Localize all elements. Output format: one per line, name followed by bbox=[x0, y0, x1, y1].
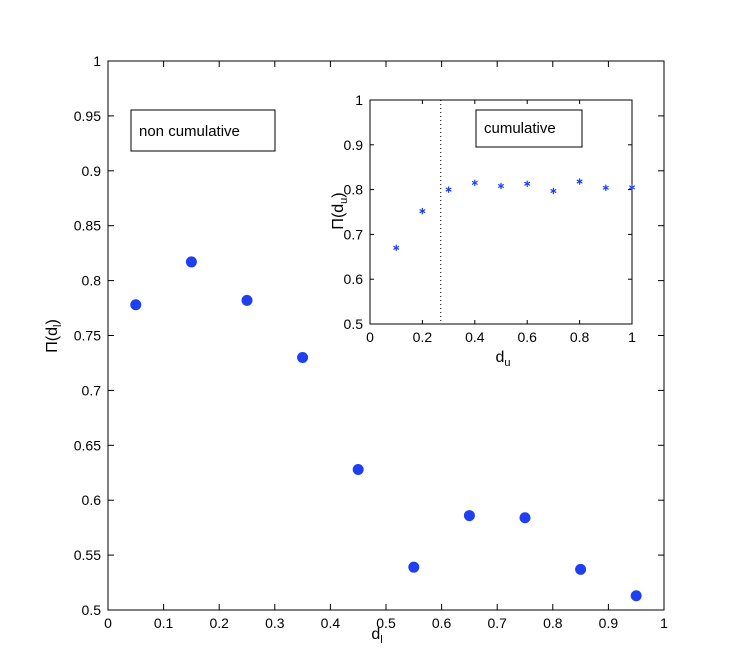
inset-data-point bbox=[471, 179, 478, 187]
inset-data-point bbox=[576, 178, 583, 185]
main-points bbox=[130, 256, 642, 602]
main-y-tick-label: 1 bbox=[93, 53, 101, 69]
main-x-tick-label: 0.1 bbox=[154, 615, 174, 631]
main-x-tick-label: 0.2 bbox=[209, 615, 229, 631]
main-x-tick-label: 0.9 bbox=[599, 615, 619, 631]
main-y-axis-label: Π(dl) bbox=[44, 319, 64, 353]
inset-y-tick-label: 0.8 bbox=[344, 182, 364, 198]
main-y-tick-label: 0.8 bbox=[82, 273, 102, 289]
inset-y-tick-label: 0.6 bbox=[344, 271, 364, 287]
inset-annotation-box bbox=[475, 109, 583, 148]
main-y-tick-label: 0.5 bbox=[82, 602, 102, 618]
main-x-tick-label: 0.4 bbox=[321, 615, 341, 631]
main-y-tick-label: 0.7 bbox=[82, 382, 102, 398]
main-x-tick-label: 1 bbox=[660, 615, 668, 631]
inset-x-tick-label: 0.6 bbox=[517, 329, 537, 345]
inset-x-tick-label: 0.8 bbox=[570, 329, 590, 345]
inset-x-tick-label: 0.4 bbox=[465, 329, 485, 345]
main-data-point bbox=[297, 351, 309, 363]
main-y-tick-label: 0.85 bbox=[74, 218, 101, 234]
main-x-tick-label: 0 bbox=[104, 615, 112, 631]
inset-data-point bbox=[550, 187, 557, 195]
main-y-tick-label: 0.9 bbox=[82, 163, 102, 179]
main-x-tick-label: 0.3 bbox=[265, 615, 285, 631]
main-y-tick-label: 0.75 bbox=[74, 328, 101, 344]
inset-points bbox=[393, 178, 636, 252]
inset-y-tick-label: 1 bbox=[355, 92, 363, 108]
main-y-tick-label: 0.95 bbox=[74, 108, 101, 124]
main-data-point bbox=[408, 561, 420, 573]
inset-data-point bbox=[393, 244, 400, 252]
main-x-tick-label: 0.7 bbox=[487, 615, 507, 631]
inset-ticks: 0 0.2 0.4 0.6 0.8 1 0.5 0.6 0.7 0.8 0.9 1 bbox=[344, 92, 637, 345]
inset-x-tick-label: 0 bbox=[366, 329, 374, 345]
main-data-point bbox=[185, 256, 197, 268]
main-ticks: 0 0.1 0.2 0.3 0.4 0.5 0.6 0.7 0.8 0.9 10.50.550.60… bbox=[74, 53, 668, 631]
main-x-tick-label: 0.8 bbox=[543, 615, 563, 631]
main-x-tick-label: 0.5 bbox=[376, 615, 396, 631]
main-annotation-box bbox=[130, 109, 276, 152]
main-data-point bbox=[575, 563, 587, 575]
inset-data-point bbox=[628, 184, 636, 191]
main-x-axis-label: dl bbox=[371, 626, 382, 646]
main-y-tick-label: 0.6 bbox=[82, 492, 102, 508]
main-x-tick-label: 0.6 bbox=[432, 615, 452, 631]
main-data-point bbox=[630, 590, 642, 602]
inset-x-axis-label: du bbox=[495, 349, 510, 369]
main-annotation-text: non cumulative bbox=[139, 123, 240, 140]
inset-x-tick-label: 0.2 bbox=[413, 329, 433, 345]
inset-data-point bbox=[419, 207, 426, 215]
main-data-point bbox=[519, 512, 531, 524]
inset-y-tick-label: 0.7 bbox=[344, 226, 364, 242]
inset-data-point bbox=[497, 182, 505, 190]
inset-y-tick-label: 0.9 bbox=[344, 137, 364, 153]
inset-x-tick-label: 1 bbox=[628, 329, 636, 345]
inset-plot: 0 0.2 0.4 0.6 0.8 10.50.60.70.80.91 du Π(du) … bbox=[330, 92, 636, 369]
inset-data-point bbox=[445, 186, 452, 193]
inset-y-axis-label: Π(du) bbox=[330, 192, 350, 229]
main-data-point bbox=[130, 299, 142, 311]
main-data-point bbox=[352, 463, 364, 475]
inset-y-tick-label: 0.5 bbox=[344, 316, 364, 332]
inset-data-point bbox=[602, 184, 609, 192]
inset-data-point bbox=[524, 180, 531, 187]
main-data-point bbox=[463, 510, 475, 522]
main-y-tick-label: 0.55 bbox=[74, 547, 101, 563]
inset-annotation-text: cumulative bbox=[484, 120, 556, 137]
main-y-tick-label: 0.65 bbox=[74, 437, 101, 453]
main-data-point bbox=[241, 294, 253, 306]
